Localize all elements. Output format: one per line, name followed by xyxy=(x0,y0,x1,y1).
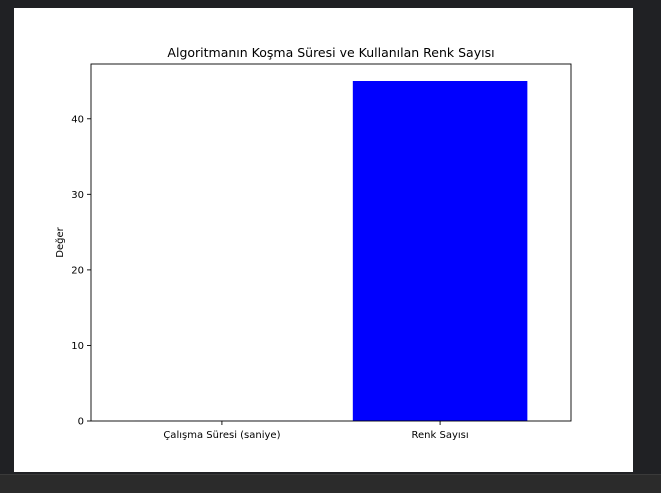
plot-area: 0 10 20 30 40 Çalışma Süresi (saniye) Renk Say… xyxy=(71,64,571,441)
y-tick-label-10: 10 xyxy=(71,341,84,352)
bar-2 xyxy=(353,81,528,421)
y-tick-label-0: 0 xyxy=(78,417,84,428)
y-tick-label-40: 40 xyxy=(71,114,84,125)
x-tick-label-1: Çalışma Süresi (saniye) xyxy=(163,430,280,441)
y-tick-label-20: 20 xyxy=(71,265,84,276)
bottom-strip xyxy=(0,474,661,493)
bar-chart: Algoritmanın Koşma Süresi ve Kullanılan … xyxy=(14,8,633,472)
y-tick-label-30: 30 xyxy=(71,190,84,201)
figure-canvas: Algoritmanın Koşma Süresi ve Kullanılan … xyxy=(14,8,633,472)
chart-title: Algoritmanın Koşma Süresi ve Kullanılan … xyxy=(167,45,494,60)
x-tick-label-2: Renk Sayısı xyxy=(412,430,469,441)
y-axis-label: Değer xyxy=(54,226,66,257)
